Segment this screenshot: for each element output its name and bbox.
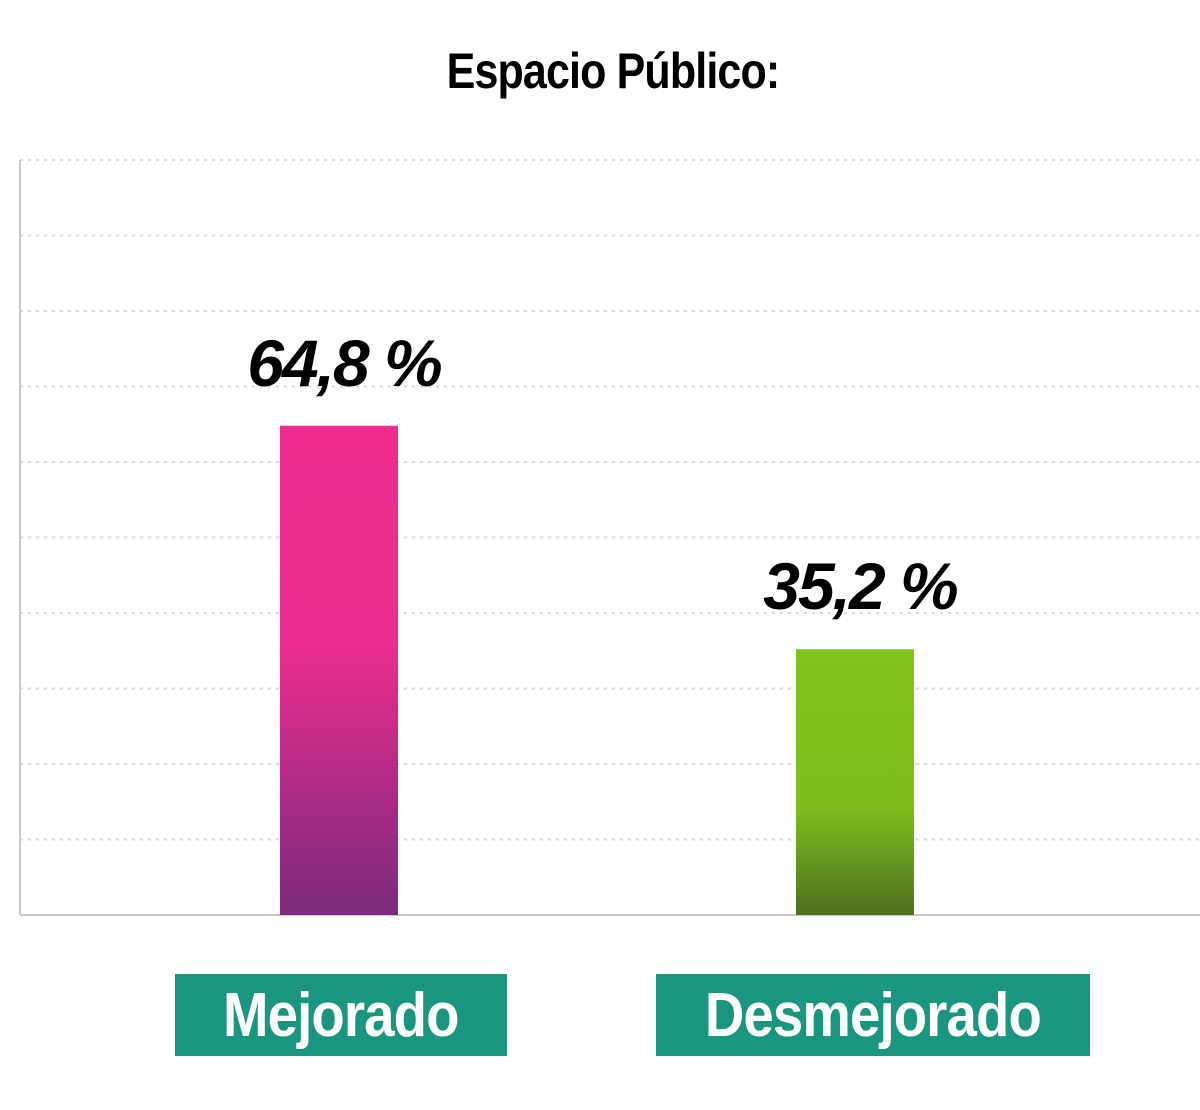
axes [19,160,1200,916]
bars [280,425,914,915]
bar-mejorado [280,425,398,915]
category-label-mejorado: Mejorado [175,974,507,1056]
chart-title: Espacio Público: [446,43,781,99]
category-label-text: Mejorado [223,980,459,1050]
value-labels: 64,8 % 35,2 % [247,326,959,623]
gridlines [20,159,1200,841]
bar-desmejorado [796,649,914,915]
value-label-mejorado: 64,8 % [247,326,441,400]
category-label-desmejorado: Desmejorado [656,974,1090,1056]
category-label-text: Desmejorado [705,980,1042,1050]
value-label-desmejorado: 35,2 % [763,549,957,623]
